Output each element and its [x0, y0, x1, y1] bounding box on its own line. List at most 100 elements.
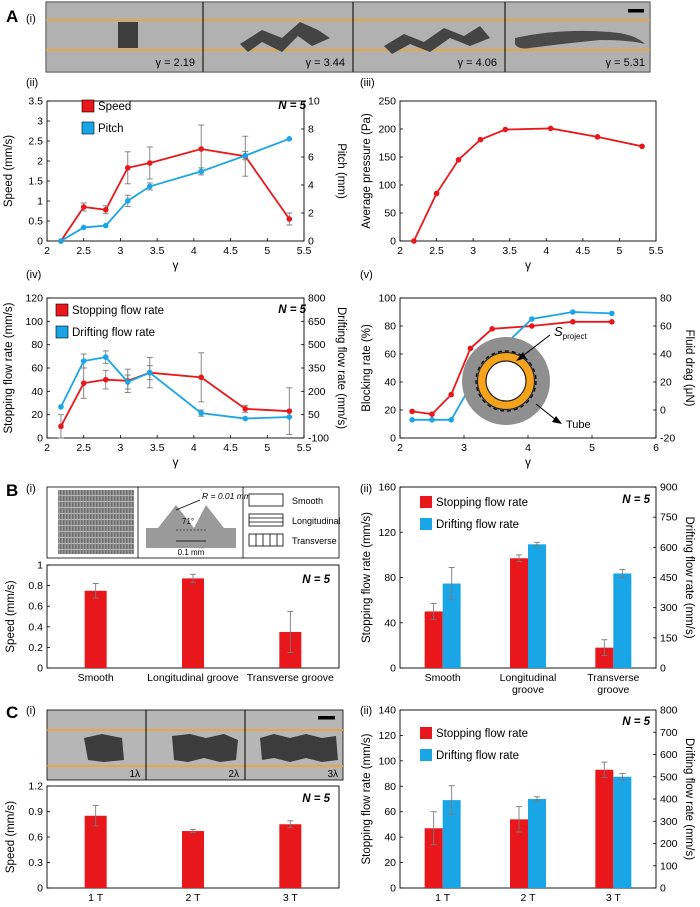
- data-point-1: [429, 417, 435, 423]
- legend-swatch-1: [55, 325, 69, 339]
- scale-bar-a: [628, 9, 644, 13]
- data-point-1: [58, 404, 64, 410]
- bar-1: [442, 800, 461, 888]
- y2-tick-label: 500: [660, 771, 678, 783]
- plot-frame: [46, 100, 305, 242]
- category-label: 3 T: [606, 892, 622, 904]
- s-project-label: Sproject: [554, 324, 587, 341]
- y-tick-label: 20: [31, 409, 43, 421]
- y2-tick-label: 50: [308, 409, 320, 421]
- bar-0: [424, 611, 443, 668]
- data-point-0: [433, 190, 440, 197]
- y-tick-label: 0: [390, 433, 396, 445]
- sample-size-label: N = 5: [302, 793, 330, 805]
- chart-b-ii: 0 40 80 120 160 0 150 300 450 600 750 900 Stopping f…: [361, 482, 695, 697]
- category-label: groove: [597, 684, 629, 696]
- y-tick-label: 0.8: [28, 580, 43, 592]
- data-point-0: [639, 143, 645, 150]
- x-tick-label: 5.5: [297, 442, 312, 454]
- sample-size-label: N = 5: [302, 574, 330, 586]
- y-tick-label: 0.6: [28, 601, 43, 613]
- y-tick-label: 200: [378, 124, 396, 136]
- y-axis-title: Stopping flow rate (mm/s): [3, 302, 15, 433]
- bar-0: [84, 590, 107, 668]
- bar-0: [510, 819, 528, 888]
- y2-tick-label: 0: [660, 883, 666, 895]
- x-axis-title: γ: [173, 258, 179, 272]
- category-label: Longitudinal groove: [147, 672, 239, 684]
- legend-label-1: Pitch: [98, 123, 124, 135]
- x-tick-label: 3.5: [150, 245, 165, 257]
- series-line-1: [60, 137, 290, 242]
- y-tick-label: 0: [37, 433, 43, 445]
- y2-tick-label: 200: [308, 386, 326, 398]
- x-tick-label: 3.5: [502, 245, 517, 257]
- category-label: Longitudinal: [500, 672, 557, 684]
- y-tick-label: 120: [378, 730, 396, 742]
- bar-0: [595, 647, 614, 668]
- x-tick-label: 2: [44, 442, 50, 454]
- data-point-1: [80, 224, 87, 231]
- series-line-0: [60, 148, 291, 242]
- x-tick-label: 4: [191, 245, 197, 257]
- robot-3-lambda: [260, 734, 338, 762]
- y-tick-label: 60: [31, 363, 43, 375]
- data-point-0: [102, 376, 109, 383]
- y-tick-label: 0: [37, 236, 43, 248]
- data-point-0: [570, 319, 576, 325]
- y-axis-title: Blocking rate (%): [361, 324, 373, 412]
- y-tick-label: 140: [378, 705, 396, 717]
- category-label: Transverse groove: [247, 672, 334, 684]
- sample-size-label: N = 5: [278, 100, 306, 112]
- tube-cross-section-inset: Sproject Tube: [462, 324, 591, 431]
- x-tick-label: 5: [264, 245, 270, 257]
- y2-tick-label: 650: [308, 316, 326, 328]
- bar-1: [613, 573, 632, 668]
- chart-c-ii: 0 20 40 60 80 100 120 140 0 100 200 300 400 500 600 700…: [361, 705, 695, 905]
- y2-tick-label: 600: [660, 542, 678, 554]
- y-tick-label: 3: [37, 116, 43, 128]
- groove-width-label: 0.1 mm: [178, 548, 205, 557]
- y-axis-title: Stopping flow rate (mm/s): [361, 733, 373, 864]
- category-label: 1 T: [435, 892, 451, 904]
- strip-label-gamma-4: γ = 5.31: [606, 57, 645, 69]
- chart-b-i: 0 0.2 0.4 0.6 0.8 1 Speed (mm/s) N = 5 Smooth Lon…: [5, 560, 340, 684]
- y-axis-title: Speed (mm/s): [5, 580, 17, 652]
- y2-tick-label: 200: [660, 838, 678, 850]
- y2-tick-label: 400: [660, 794, 678, 806]
- bar-0: [279, 824, 302, 888]
- data-point-1: [409, 417, 415, 423]
- x-axis-title: γ: [525, 455, 531, 469]
- strip-label-2-lambda: 2λ: [228, 769, 239, 780]
- y-axis-title: Average pressure (Pa): [361, 113, 373, 229]
- y2-axis-title: Drifting flow rate (mm/s): [683, 516, 695, 638]
- strip-label-gamma-2: γ = 3.44: [306, 57, 345, 69]
- tube-label: Tube: [566, 419, 591, 431]
- bar-1: [442, 583, 461, 668]
- y2-tick-label: 750: [660, 512, 678, 524]
- y-tick-label: 250: [378, 96, 396, 108]
- groove-r-label: R = 0.01 mm: [202, 491, 251, 501]
- y-tick-label: 100: [378, 180, 396, 192]
- legend-swatch-0: [55, 303, 69, 317]
- x-tick-label: 2.5: [429, 245, 444, 257]
- legend-label-0: Stopping flow rate: [436, 728, 528, 740]
- category-label: Transverse: [587, 672, 639, 684]
- bar-1: [528, 544, 546, 668]
- groove-angle-label: 71°: [182, 517, 194, 526]
- data-point-0: [124, 165, 131, 171]
- y-tick-label: 80: [384, 781, 396, 793]
- y2-tick-label: -100: [308, 433, 329, 445]
- series-line-0: [412, 320, 612, 416]
- data-point-0: [58, 423, 64, 430]
- y-tick-label: 150: [378, 152, 396, 164]
- data-point-1: [58, 238, 64, 244]
- bar-0: [84, 815, 107, 888]
- y2-tick-label: 350: [308, 363, 326, 375]
- legend-swatch-0: [81, 99, 95, 113]
- x-tick-label: 6: [653, 442, 659, 454]
- data-point-0: [455, 157, 462, 163]
- robot-2-lambda: [172, 734, 238, 762]
- x-tick-label: 2: [44, 245, 50, 257]
